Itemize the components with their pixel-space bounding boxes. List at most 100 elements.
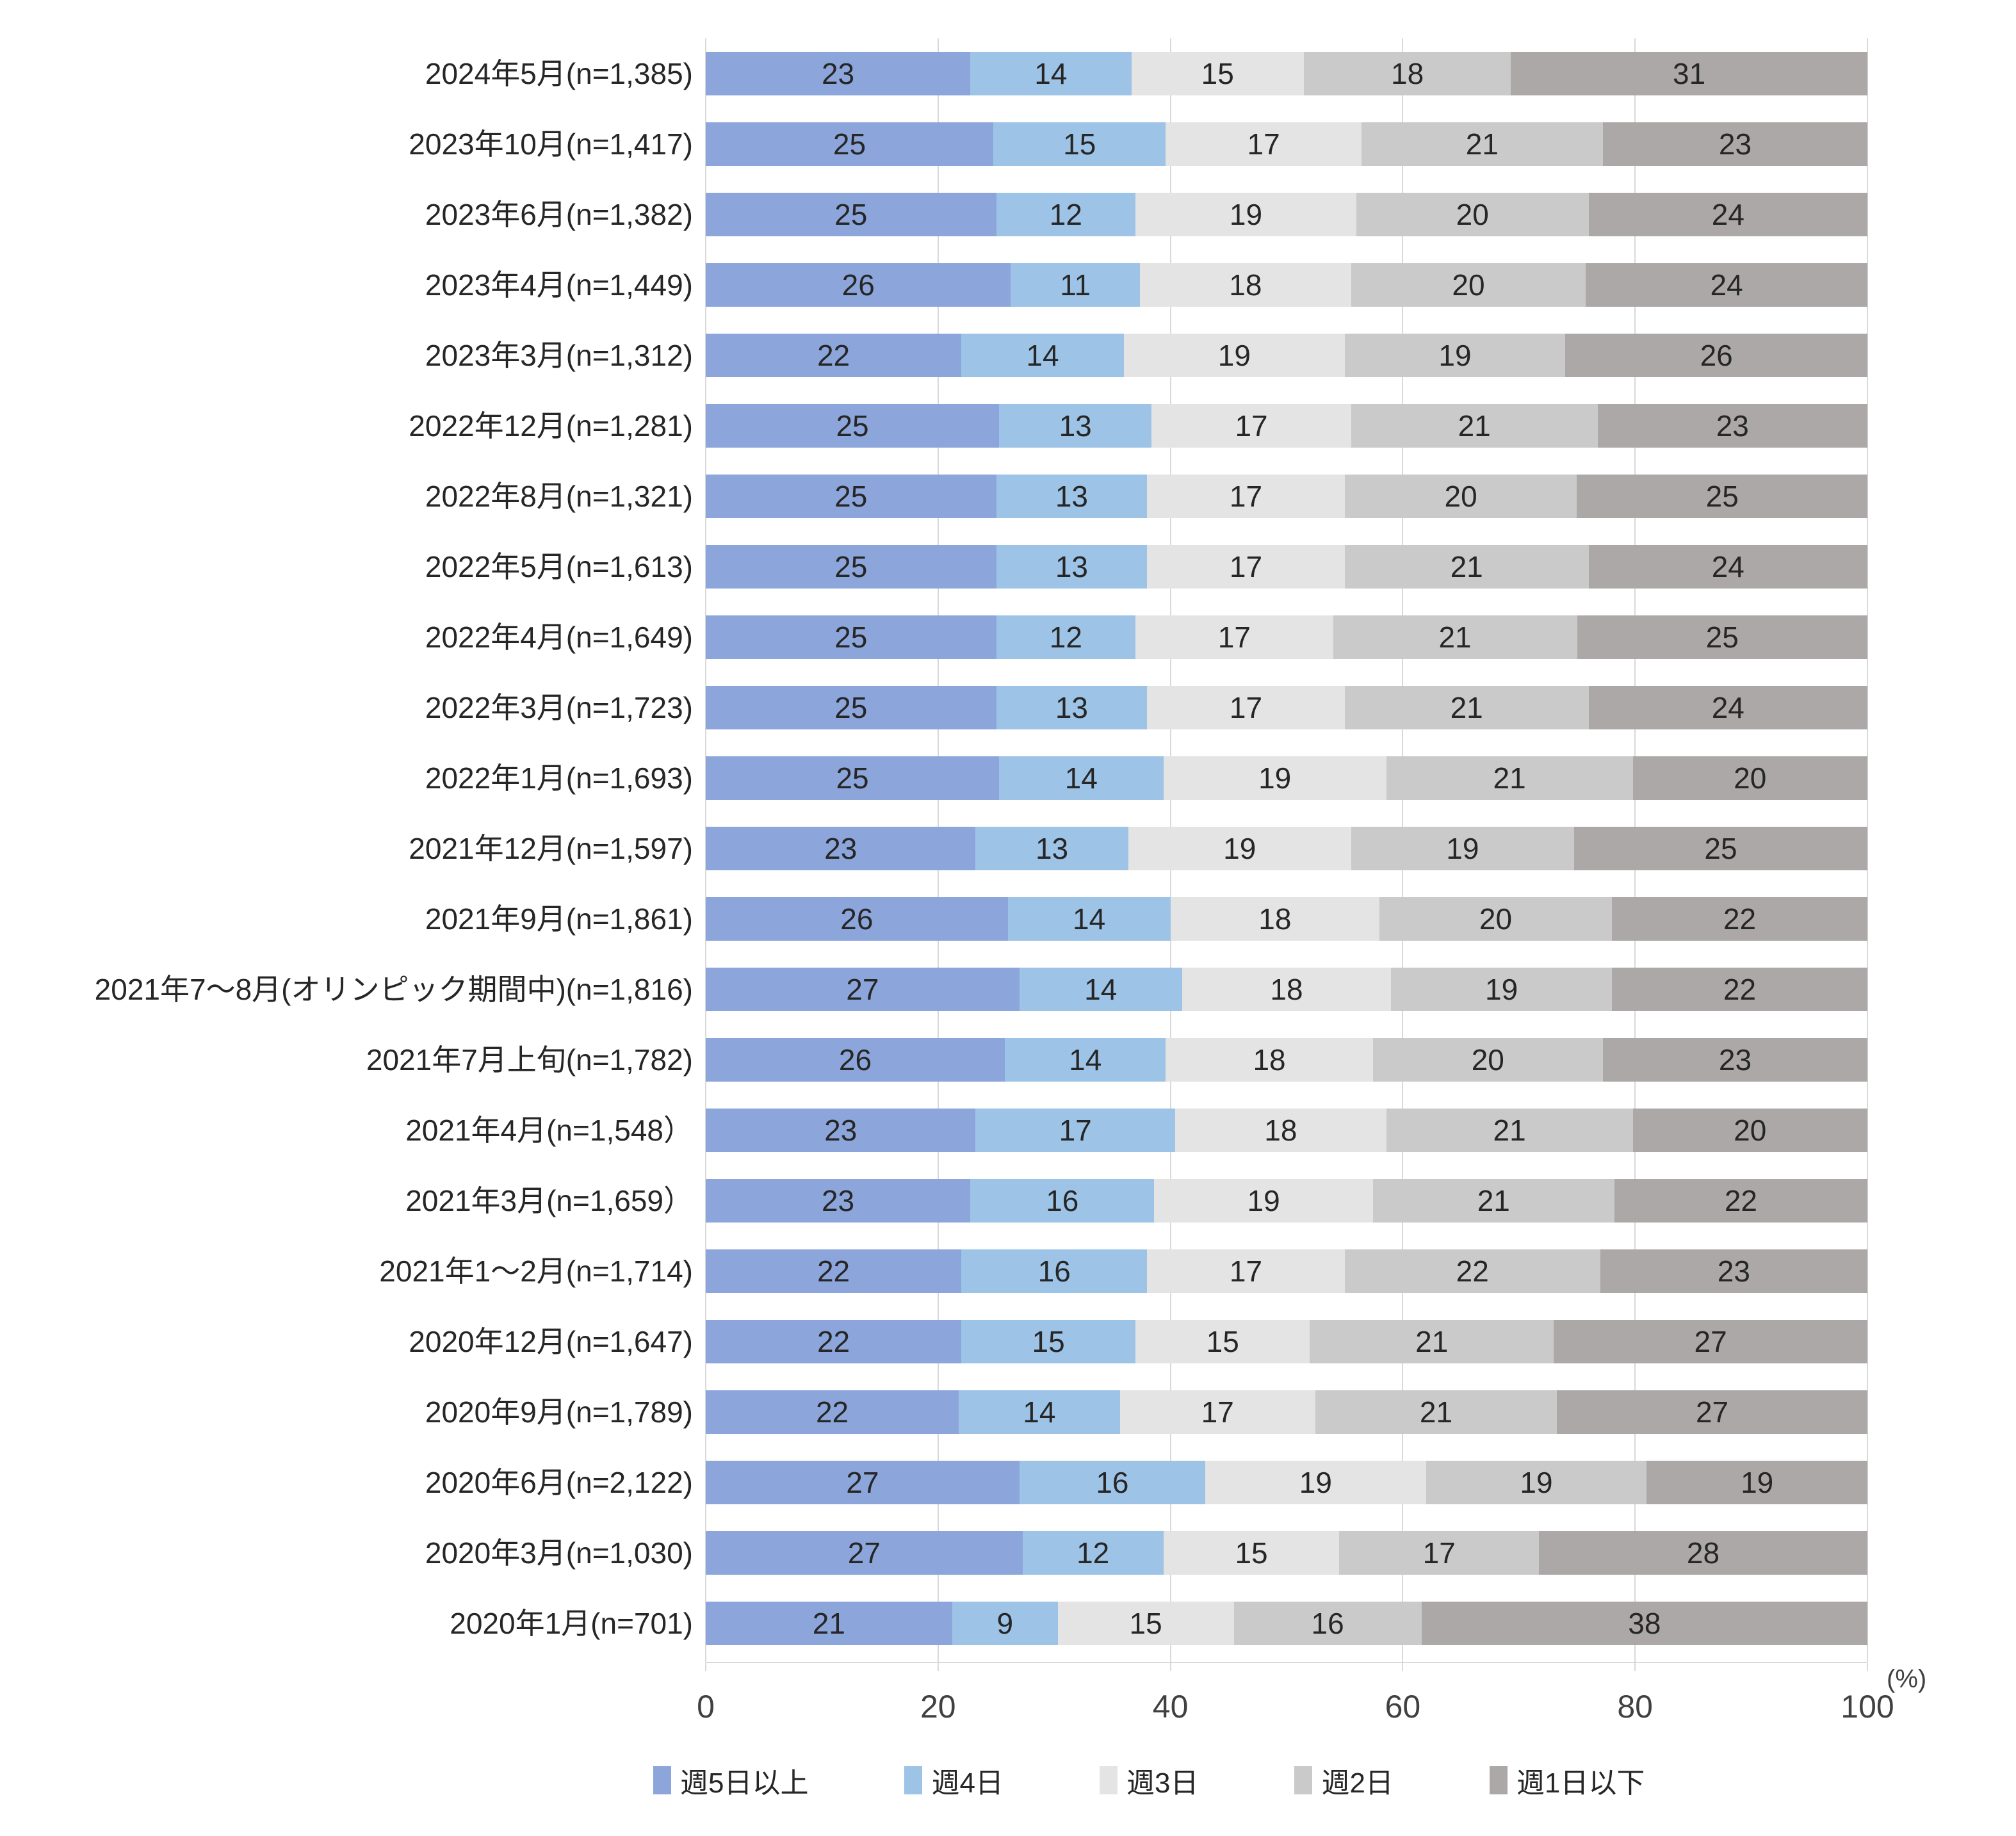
segment-value: 14 <box>1034 57 1068 90</box>
segment-value: 22 <box>1723 973 1757 1006</box>
segment-value: 19 <box>1258 761 1292 795</box>
row-label: 2022年4月(n=1,649) <box>425 620 693 654</box>
segment-value: 20 <box>1734 1114 1767 1147</box>
row-label: 2020年6月(n=2,122) <box>425 1465 693 1499</box>
segment-value: 20 <box>1734 761 1767 795</box>
percent-unit-label: (%) <box>1887 1665 1927 1693</box>
bar-segment: 19 <box>1154 1179 1373 1223</box>
segment-value: 17 <box>1422 1536 1456 1570</box>
bar-segment: 19 <box>1391 968 1612 1011</box>
row-label: 2022年12月(n=1,281) <box>409 409 693 443</box>
segment-value: 21 <box>1477 1184 1510 1217</box>
segment-value: 13 <box>1059 409 1092 443</box>
segment-value: 26 <box>1700 339 1733 372</box>
bar-segment: 18 <box>1170 897 1380 941</box>
bar-segment: 24 <box>1588 193 1867 236</box>
segment-value: 23 <box>1718 127 1752 161</box>
bar-segment: 22 <box>706 1249 962 1293</box>
bar-segment: 23 <box>706 52 971 95</box>
legend-item: 週2日 <box>1294 1760 1394 1801</box>
legend-swatch-icon <box>904 1766 923 1794</box>
axis-tick-mark <box>705 1663 706 1671</box>
bar-segment: 17 <box>1147 1249 1345 1293</box>
segment-value: 19 <box>1247 1184 1280 1217</box>
segment-value: 12 <box>1049 198 1082 231</box>
row-label: 2022年3月(n=1,723) <box>425 690 693 724</box>
stacked-bar: 22 14 19 19 26 <box>706 334 1867 377</box>
bar-segment: 13 <box>999 404 1152 448</box>
bar-segment: 15 <box>961 1320 1136 1363</box>
chart-row: 2024年5月(n=1,385) 23 14 15 18 31 <box>0 38 2016 109</box>
segment-value: 17 <box>1217 621 1251 654</box>
bar-segment: 21 <box>1344 545 1589 589</box>
bar-segment: 14 <box>1007 897 1171 941</box>
bar-segment: 28 <box>1538 1531 1867 1575</box>
bar-segment: 14 <box>970 52 1132 95</box>
legend-label: 週3日 <box>1126 1767 1199 1799</box>
bar-segment: 20 <box>1632 756 1867 800</box>
chart-row: 2022年8月(n=1,321) 25 13 17 20 25 <box>0 461 2016 532</box>
stacked-bar: 25 13 17 21 24 <box>706 545 1867 589</box>
bar-segment: 21 <box>1310 1320 1554 1363</box>
stacked-bar: 26 11 18 20 24 <box>706 263 1867 307</box>
segment-value: 21 <box>1458 409 1491 443</box>
chart-row: 2021年4月(n=1,548） 23 17 18 21 20 <box>0 1095 2016 1166</box>
bar-segment: 19 <box>1426 1461 1647 1504</box>
bar-segment: 22 <box>706 1390 959 1434</box>
segment-value: 23 <box>824 832 858 865</box>
bar-segment: 19 <box>1135 193 1356 236</box>
bar-segment: 12 <box>996 193 1136 236</box>
bar-segment: 17 <box>1339 1531 1539 1575</box>
segment-value: 25 <box>834 480 868 513</box>
segment-value: 19 <box>1446 832 1479 865</box>
bar-segment: 19 <box>1128 827 1351 870</box>
row-label: 2021年7月上旬(n=1,782) <box>366 1043 693 1076</box>
bar-segment: 13 <box>996 475 1148 518</box>
segment-value: 31 <box>1673 57 1706 90</box>
segment-value: 28 <box>1686 1536 1720 1570</box>
bar-segment: 18 <box>1166 1038 1373 1082</box>
segment-value: 25 <box>834 621 868 654</box>
segment-value: 23 <box>821 57 855 90</box>
segment-value: 24 <box>1711 691 1744 724</box>
bar-segment: 20 <box>1351 263 1586 307</box>
axis-tick-label: 80 <box>1617 1689 1653 1725</box>
segment-value: 22 <box>817 1325 850 1358</box>
bar-segment: 16 <box>1019 1461 1206 1504</box>
segment-value: 26 <box>840 902 874 936</box>
bar-segment: 17 <box>1135 615 1333 659</box>
stacked-bar: 26 14 18 20 23 <box>706 1038 1867 1082</box>
chart-row: 2022年12月(n=1,281) 25 13 17 21 23 <box>0 391 2016 461</box>
bar-segment: 26 <box>706 1038 1005 1082</box>
bar-segment: 18 <box>1303 52 1511 95</box>
bar-segment: 23 <box>706 1109 976 1152</box>
bar-segment: 16 <box>970 1179 1155 1223</box>
segment-value: 38 <box>1628 1607 1661 1640</box>
bar-segment: 23 <box>706 1179 971 1223</box>
bar-segment: 17 <box>975 1109 1175 1152</box>
chart-row: 2022年1月(n=1,693) 25 14 19 21 20 <box>0 743 2016 813</box>
bar-segment: 12 <box>1022 1531 1164 1575</box>
row-label: 2020年1月(n=701) <box>450 1606 693 1640</box>
segment-value: 26 <box>838 1043 872 1076</box>
bar-segment: 18 <box>1139 263 1351 307</box>
bar-segment: 21 <box>1361 122 1603 166</box>
axis-tick-label: 0 <box>697 1689 715 1725</box>
segment-value: 13 <box>1055 550 1088 583</box>
segment-value: 23 <box>824 1114 858 1147</box>
bar-segment: 23 <box>706 827 976 870</box>
segment-value: 24 <box>1711 198 1744 231</box>
bar-segment: 17 <box>1151 404 1351 448</box>
segment-value: 14 <box>1084 973 1118 1006</box>
segment-value: 25 <box>1705 621 1739 654</box>
segment-value: 16 <box>1311 1607 1344 1640</box>
bar-segment: 21 <box>1372 1179 1614 1223</box>
segment-value: 25 <box>834 550 868 583</box>
chart-row: 2021年7～8月(オリンピック期間中)(n=1,816) 27 14 18 19 22 <box>0 954 2016 1025</box>
row-label: 2022年1月(n=1,693) <box>425 761 693 795</box>
stacked-bar: 25 12 19 20 24 <box>706 193 1867 236</box>
segment-value: 27 <box>846 973 879 1006</box>
axis-tick-mark <box>937 1663 939 1671</box>
segment-value: 24 <box>1710 268 1743 302</box>
